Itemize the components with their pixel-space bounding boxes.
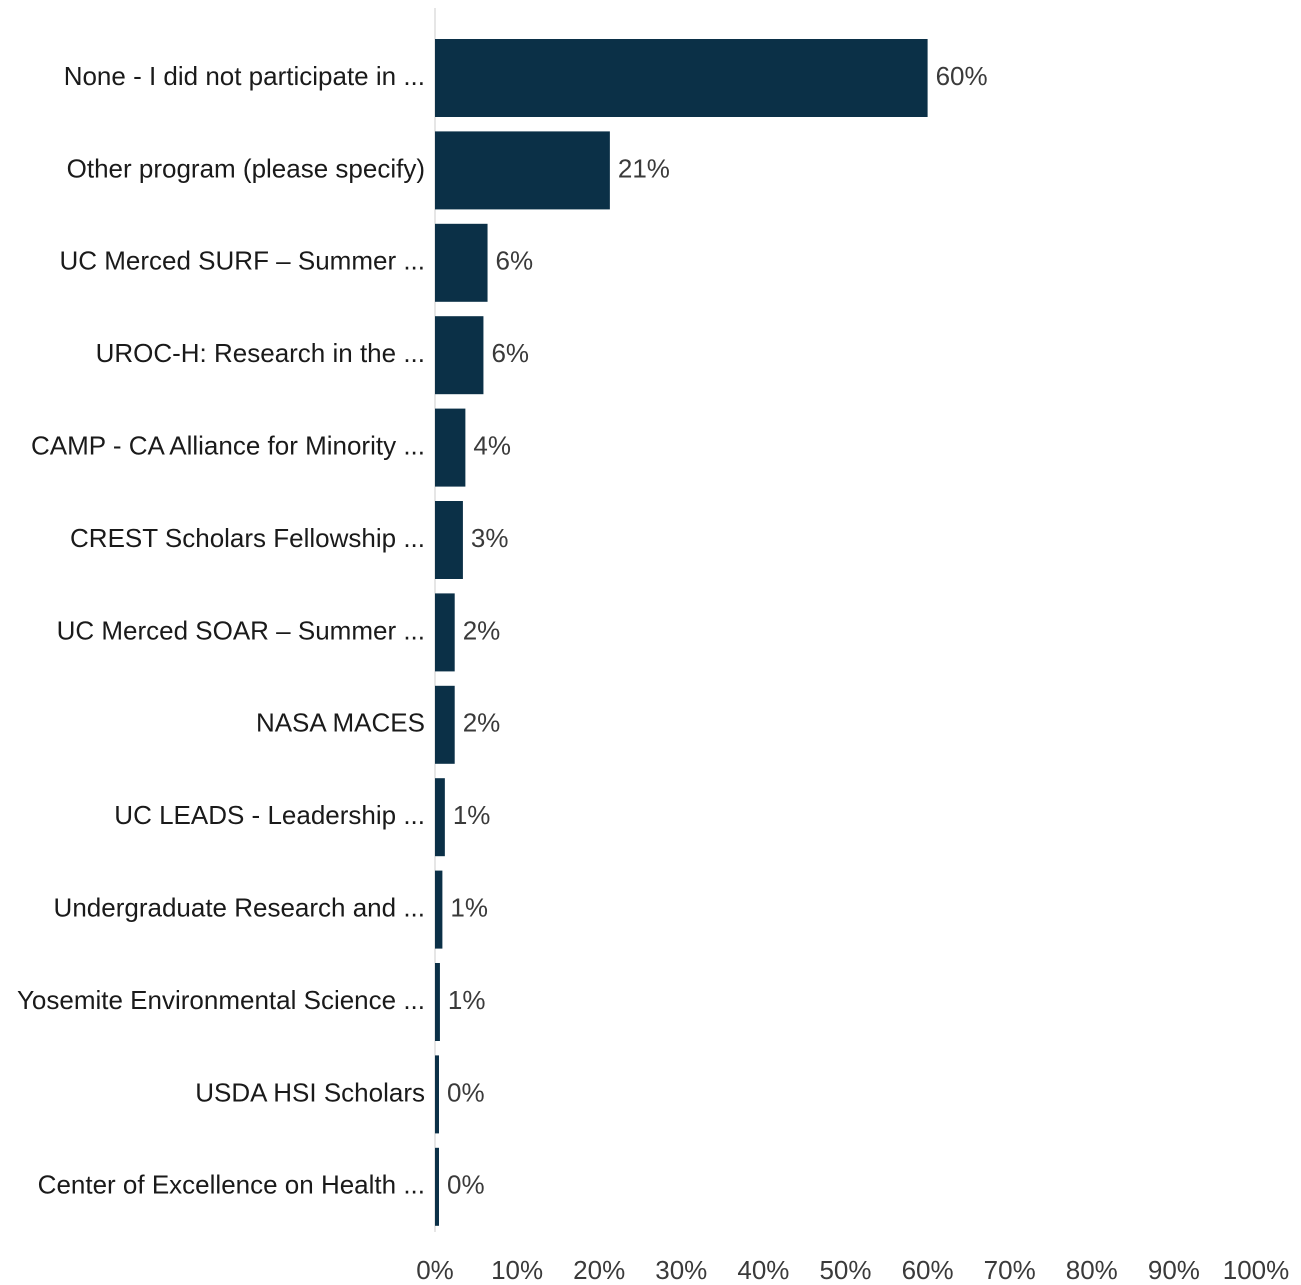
category-label: NASA MACES xyxy=(256,708,425,738)
category-label: Other program (please specify) xyxy=(67,153,425,183)
category-label: USDA HSI Scholars xyxy=(195,1077,425,1107)
category-label: None - I did not participate in ... xyxy=(64,61,425,91)
x-tick-label: 0% xyxy=(416,1255,454,1285)
bar xyxy=(435,1055,439,1134)
bar xyxy=(435,593,455,672)
bar xyxy=(435,223,488,302)
bar xyxy=(435,963,440,1041)
bar xyxy=(435,685,455,764)
category-label: UC Merced SURF – Summer ... xyxy=(59,246,425,276)
category-label: UC Merced SOAR – Summer ... xyxy=(57,615,425,645)
bar xyxy=(435,408,466,487)
x-tick-label: 30% xyxy=(655,1255,707,1285)
data-label: 0% xyxy=(447,1077,485,1107)
bar xyxy=(435,1147,439,1226)
bar xyxy=(435,778,445,857)
data-label: 0% xyxy=(447,1170,485,1200)
bar xyxy=(435,39,928,117)
bar xyxy=(435,131,610,210)
category-label: Yosemite Environmental Science ... xyxy=(17,985,425,1015)
category-label: UROC-H: Research in the ... xyxy=(96,338,425,368)
category-label: UC LEADS - Leadership ... xyxy=(114,800,425,830)
data-label: 1% xyxy=(450,892,488,922)
data-label: 4% xyxy=(473,430,511,460)
category-label: Center of Excellence on Health ... xyxy=(38,1170,425,1200)
x-tick-label: 10% xyxy=(491,1255,543,1285)
data-label: 60% xyxy=(936,61,988,91)
category-label: Undergraduate Research and ... xyxy=(54,892,425,922)
x-tick-label: 50% xyxy=(819,1255,871,1285)
bar xyxy=(435,501,463,579)
x-tick-label: 60% xyxy=(902,1255,954,1285)
data-label: 2% xyxy=(463,708,501,738)
data-label: 1% xyxy=(448,985,486,1015)
category-label: CAMP - CA Alliance for Minority ... xyxy=(31,430,425,460)
data-label: 1% xyxy=(453,800,491,830)
x-tick-label: 20% xyxy=(573,1255,625,1285)
data-label: 2% xyxy=(463,615,501,645)
category-label: CREST Scholars Fellowship ... xyxy=(70,523,425,553)
bar xyxy=(435,316,484,395)
data-label: 3% xyxy=(471,523,509,553)
x-tick-label: 100% xyxy=(1223,1255,1290,1285)
data-label: 6% xyxy=(491,338,529,368)
data-label: 21% xyxy=(618,153,670,183)
data-label: 6% xyxy=(496,246,534,276)
x-tick-label: 80% xyxy=(1066,1255,1118,1285)
x-tick-label: 90% xyxy=(1148,1255,1200,1285)
x-tick-label: 40% xyxy=(737,1255,789,1285)
x-tick-label: 70% xyxy=(984,1255,1036,1285)
bar xyxy=(435,870,443,949)
